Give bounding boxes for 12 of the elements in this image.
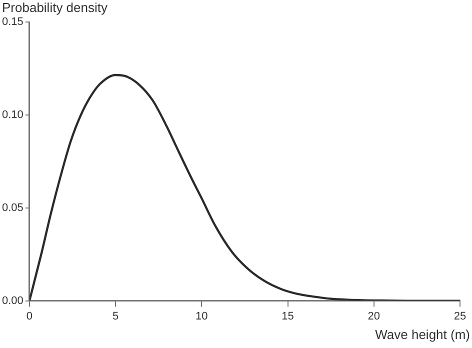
x-tick-label: 5 (112, 310, 119, 322)
x-tick-label: 0 (26, 310, 32, 322)
x-tick-label: 15 (282, 310, 294, 322)
y-tick-label: 0.15 (2, 16, 24, 28)
x-axis-title: Wave height (m) (375, 327, 470, 342)
y-tick-label: 0.10 (2, 108, 24, 121)
y-axis-title: Probability density (2, 0, 108, 16)
y-tick-label: 0.00 (2, 294, 24, 307)
x-tick-label: 20 (368, 310, 380, 322)
y-tick-label: 0.05 (2, 202, 24, 214)
x-tick-label: 25 (454, 310, 466, 322)
x-tick-label: 10 (196, 310, 208, 322)
